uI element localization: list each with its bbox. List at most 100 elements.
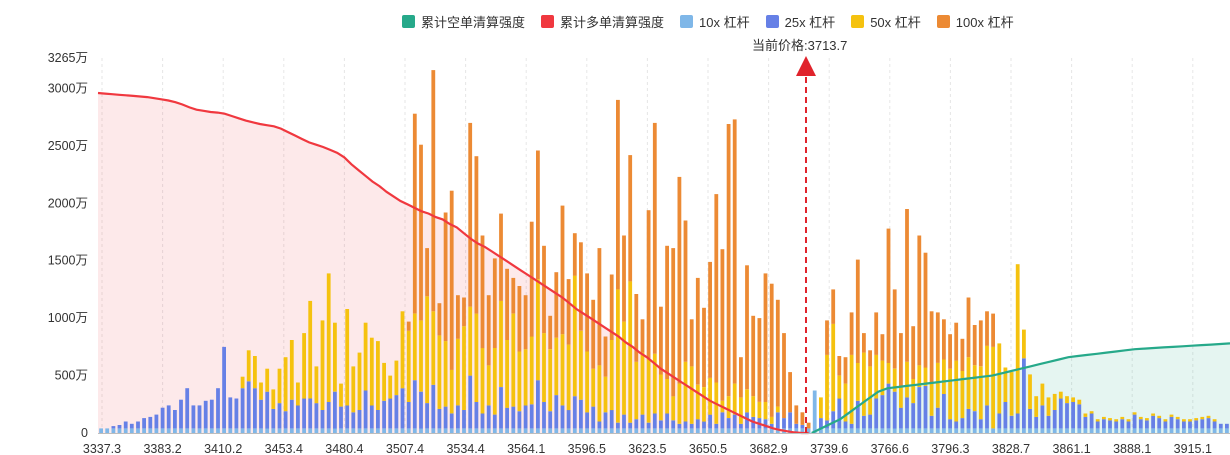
legend-item[interactable]: 50x 杠杆 (851, 12, 921, 31)
bar-10x (111, 428, 116, 433)
bar-25x (259, 399, 263, 429)
x-tick-label: 3766.6 (871, 442, 909, 455)
bar-25x (708, 414, 712, 429)
bar-25x (1145, 420, 1149, 429)
bar-25x (185, 388, 190, 429)
bar-100x (794, 405, 799, 424)
bar-10x (1157, 428, 1162, 433)
bar-10x (739, 428, 743, 433)
bar-10x (412, 428, 417, 433)
bar-10x (129, 428, 134, 433)
bar-100x (800, 412, 805, 425)
bar-10x (443, 428, 448, 433)
bar-10x (591, 428, 596, 433)
bar-25x (160, 407, 165, 429)
bar-25x (720, 412, 725, 429)
bar-25x (173, 410, 177, 429)
legend-item[interactable]: 100x 杠杆 (936, 12, 1014, 31)
x-tick-label: 3337.3 (83, 442, 121, 455)
bar-10x (911, 428, 916, 433)
bar-10x (148, 428, 153, 433)
bar-100x (739, 357, 743, 398)
bar-100x (437, 303, 442, 336)
bar-25x (689, 423, 694, 429)
bar-10x (646, 428, 651, 433)
bar-25x (966, 408, 971, 429)
bar-10x (652, 428, 657, 433)
bar-50x (1089, 411, 1094, 414)
bar-50x (708, 377, 712, 415)
bar-25x (572, 396, 577, 429)
bar-50x (597, 365, 602, 422)
bar-100x (677, 176, 682, 384)
bar-50x (1102, 416, 1106, 420)
bar-25x (412, 380, 417, 429)
bar-25x (622, 414, 626, 429)
bar-10x (179, 428, 183, 433)
bar-10x (259, 428, 263, 433)
bar-100x (462, 297, 466, 327)
bar-25x (868, 414, 872, 429)
legend-item[interactable]: 累计空单清算强度 (402, 12, 525, 31)
bar-100x (985, 311, 989, 346)
bar-50x (296, 382, 300, 406)
bar-10x (862, 428, 866, 433)
bar-50x (474, 313, 479, 402)
y-tick-label: 0 (81, 426, 88, 440)
bar-25x (505, 407, 509, 429)
bar-50x (1126, 419, 1131, 422)
bar-50x (929, 383, 934, 416)
bar-100x (536, 150, 540, 280)
bar-10x (449, 428, 454, 433)
bar-50x (640, 352, 645, 415)
x-tick-label: 3534.4 (446, 442, 484, 455)
bar-10x (314, 428, 319, 433)
bar-25x (123, 421, 128, 429)
bar-100x (492, 258, 497, 348)
legend-item[interactable]: 10x 杠杆 (680, 12, 750, 31)
bar-25x (775, 412, 780, 429)
bar-10x (173, 428, 177, 433)
bar-10x (868, 428, 872, 433)
bar-50x (363, 322, 368, 391)
bar-50x (652, 353, 657, 414)
bar-50x (886, 362, 891, 384)
bar-10x (978, 428, 983, 433)
bar-25x (1058, 398, 1063, 429)
bar-25x (566, 410, 571, 429)
bar-100x (695, 277, 700, 385)
legend-item[interactable]: 累计多单清算强度 (541, 12, 664, 31)
bar-50x (726, 396, 731, 418)
legend-item[interactable]: 25x 杠杆 (765, 12, 835, 31)
long-cumulative-line (97, 91, 809, 435)
bar-10x (579, 428, 583, 433)
bar-50x (609, 340, 614, 411)
bar-10x (523, 428, 528, 433)
bar-10x (265, 428, 270, 433)
bar-10x (166, 428, 171, 433)
bar-50x (646, 358, 651, 423)
bar-10x (209, 428, 214, 433)
bar-50x (1077, 399, 1082, 405)
bar-100x (665, 245, 669, 379)
bar-25x (339, 406, 343, 429)
bar-100x (634, 294, 639, 362)
bar-10x (1052, 428, 1057, 433)
bar-25x (616, 422, 620, 429)
bar-100x (431, 70, 436, 312)
bar-100x (929, 311, 934, 384)
legend-label: 50x 杠杆 (870, 15, 921, 30)
bar-10x (695, 428, 700, 433)
bar-25x (585, 412, 589, 429)
bar-50x (1145, 418, 1149, 421)
bar-25x (388, 398, 393, 429)
bar-10x (99, 428, 103, 433)
bar-25x (148, 416, 153, 429)
bar-10x (536, 428, 540, 433)
bar-10x (616, 428, 620, 433)
bar-10x (886, 428, 891, 433)
bar-25x (216, 388, 220, 429)
bar-25x (782, 418, 786, 429)
bar-25x (1052, 410, 1057, 429)
bar-25x (1157, 418, 1162, 429)
